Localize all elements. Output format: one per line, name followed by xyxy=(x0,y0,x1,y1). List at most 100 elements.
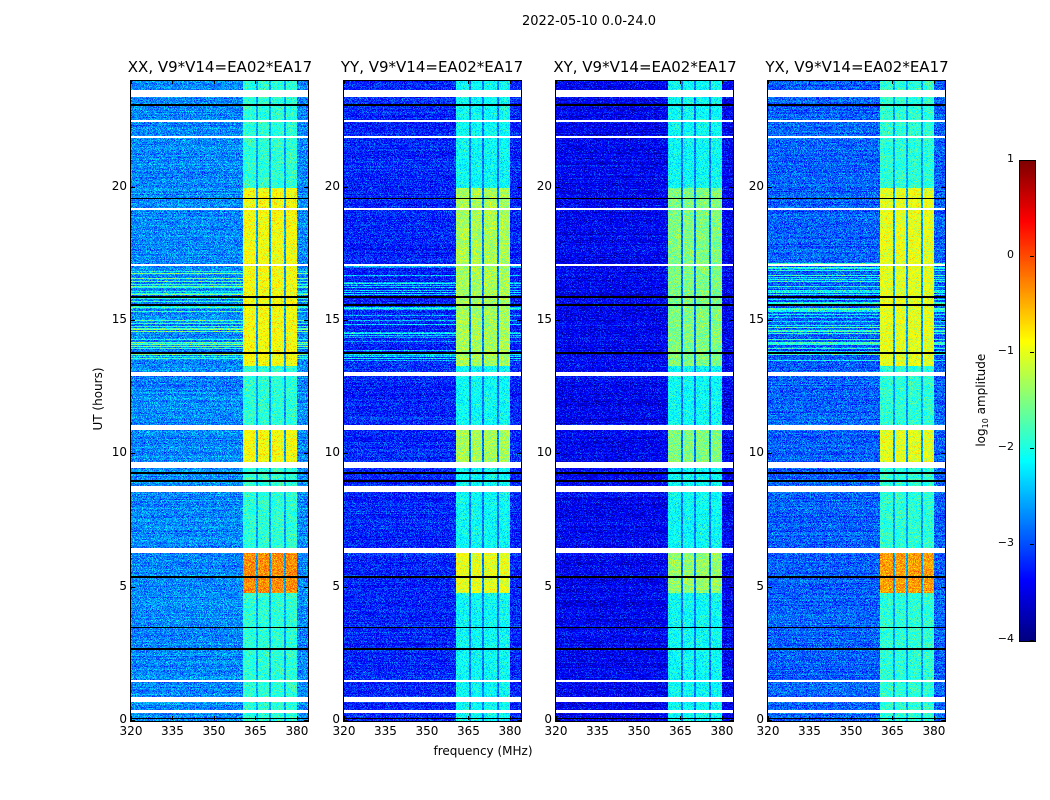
x-tick xyxy=(344,80,345,84)
panel-title-xy: XY, V9*V14=EA02*EA17 xyxy=(553,58,737,76)
heatmap-panel-yy xyxy=(343,80,522,722)
x-tick-label: 350 xyxy=(415,724,439,738)
heatmap-xx xyxy=(131,81,308,721)
heatmap-yx xyxy=(768,81,945,721)
heatmap-xy xyxy=(556,81,733,721)
x-tick xyxy=(255,716,257,720)
y-tick xyxy=(517,453,521,455)
x-tick xyxy=(468,80,470,84)
colorbar xyxy=(1019,160,1036,642)
y-tick-label: 15 xyxy=(324,312,340,326)
x-tick-label: 320 xyxy=(756,724,780,738)
y-tick xyxy=(768,720,772,721)
x-tick-label: 380 xyxy=(710,724,734,738)
y-tick-label: 10 xyxy=(324,445,340,460)
x-tick-label: 380 xyxy=(922,724,946,738)
y-tick xyxy=(131,453,135,455)
y-tick-label: 10 xyxy=(536,445,552,460)
x-tick xyxy=(426,80,428,84)
y-tick-label: 15 xyxy=(748,312,764,326)
x-tick xyxy=(385,80,387,84)
y-tick xyxy=(131,186,135,188)
y-tick xyxy=(517,186,521,188)
heatmap-yy xyxy=(344,81,521,721)
x-tick-label: 365 xyxy=(669,724,692,738)
x-tick xyxy=(344,716,345,720)
x-tick-label: 320 xyxy=(544,724,568,738)
x-tick xyxy=(721,716,723,720)
y-tick xyxy=(131,586,135,588)
x-tick xyxy=(172,716,174,720)
y-tick-label: 20 xyxy=(748,178,764,193)
y-tick xyxy=(304,720,308,721)
y-tick-label: 5 xyxy=(756,578,764,593)
x-tick xyxy=(509,80,511,84)
x-tick xyxy=(385,716,387,720)
panel-title-yy: YY, V9*V14=EA02*EA17 xyxy=(340,58,524,76)
y-tick xyxy=(131,320,135,321)
y-tick xyxy=(304,586,308,588)
y-tick xyxy=(941,186,945,188)
heatmap-panel-xx xyxy=(130,80,309,722)
x-tick xyxy=(509,716,511,720)
y-tick xyxy=(729,720,733,721)
x-tick-label: 380 xyxy=(498,724,522,738)
y-tick xyxy=(344,586,348,588)
y-tick xyxy=(941,720,945,721)
x-tick xyxy=(131,716,132,720)
x-tick xyxy=(892,716,894,720)
x-tick xyxy=(213,80,215,84)
y-tick-label: 0 xyxy=(756,712,764,726)
heatmap-panel-yx xyxy=(767,80,946,722)
figure-title: 2022-05-10 0.0-24.0 xyxy=(522,14,656,29)
x-tick xyxy=(768,80,769,84)
y-tick-label: 0 xyxy=(119,712,127,726)
y-tick xyxy=(517,720,521,721)
x-tick xyxy=(255,80,257,84)
y-tick-label: 5 xyxy=(332,578,340,593)
x-tick xyxy=(809,80,811,84)
x-tick-label: 380 xyxy=(285,724,309,738)
x-tick xyxy=(597,716,599,720)
x-tick xyxy=(468,716,470,720)
x-tick-label: 350 xyxy=(202,724,226,738)
heatmap-panel-xy xyxy=(555,80,734,722)
panel-title-xx: XX, V9*V14=EA02*EA17 xyxy=(127,58,313,76)
colorbar-tick xyxy=(1030,352,1034,353)
x-tick xyxy=(638,80,640,84)
y-tick xyxy=(304,186,308,188)
x-tick-label: 365 xyxy=(244,724,267,738)
y-tick xyxy=(729,320,733,321)
colorbar-tick xyxy=(1030,544,1034,545)
x-tick xyxy=(556,80,557,84)
y-axis-label: UT (hours) xyxy=(91,367,105,431)
colorbar-tick-label: 0 xyxy=(1007,248,1014,261)
y-tick-label: 20 xyxy=(536,178,552,193)
colorbar-tick-label: −3 xyxy=(997,536,1014,549)
y-tick-label: 5 xyxy=(544,578,552,593)
x-tick-label: 320 xyxy=(119,724,143,738)
x-tick-label: 335 xyxy=(586,724,609,738)
y-tick xyxy=(941,586,945,588)
x-tick xyxy=(680,80,682,84)
x-tick-label: 350 xyxy=(839,724,863,738)
y-tick xyxy=(517,320,521,321)
y-tick-label: 15 xyxy=(111,312,127,326)
x-tick xyxy=(296,716,298,720)
y-tick xyxy=(768,186,772,188)
x-tick xyxy=(933,716,935,720)
y-tick xyxy=(304,453,308,455)
y-tick xyxy=(556,186,560,188)
x-tick xyxy=(850,80,852,84)
y-tick xyxy=(344,453,348,455)
x-tick xyxy=(721,80,723,84)
colorbar-label-text: amplitude xyxy=(973,353,988,419)
x-tick-label: 365 xyxy=(881,724,904,738)
y-tick-label: 10 xyxy=(748,445,764,460)
x-tick-label: 365 xyxy=(457,724,480,738)
y-tick xyxy=(556,586,560,588)
colorbar-tick-label: −4 xyxy=(997,632,1014,645)
x-tick xyxy=(296,80,298,84)
x-tick xyxy=(809,716,811,720)
